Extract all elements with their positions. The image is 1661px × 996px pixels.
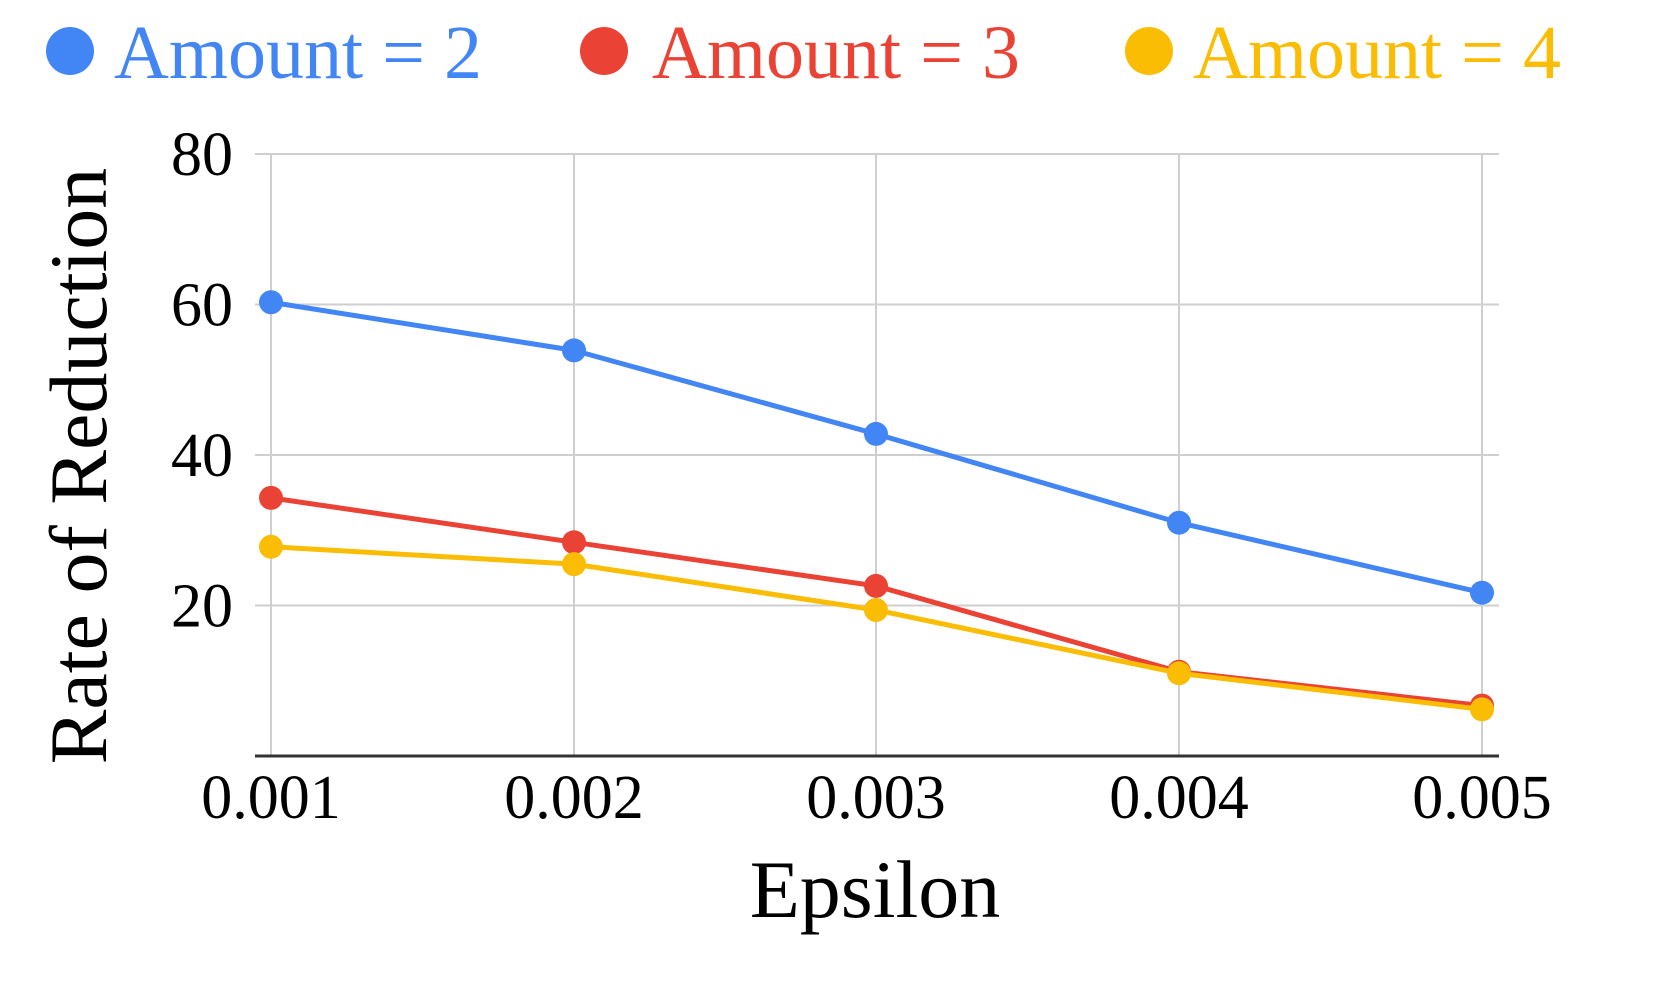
data-point [864, 573, 888, 598]
labels: Epsilon Rate of Reduction 20 40 60 80 0.001 0… [33, 121, 1552, 935]
x-tick-label: 0.005 [1412, 764, 1552, 832]
y-tick-label: 80 [171, 121, 233, 189]
data-point [259, 290, 283, 315]
y-tick-label: 20 [171, 573, 233, 641]
series-group [259, 534, 1494, 722]
legend-item: Amount = 3 [580, 11, 1020, 95]
series-group [259, 290, 1494, 605]
data-point [1470, 697, 1494, 722]
y-tick-label: 60 [171, 272, 233, 340]
x-tick-label: 0.002 [504, 764, 644, 832]
legend-swatch [1125, 27, 1173, 75]
legend-label: Amount = 2 [114, 11, 482, 95]
x-tick-label: 0.001 [201, 764, 341, 832]
legend-swatch [580, 27, 628, 75]
series-layer [259, 290, 1494, 722]
legend-swatch [46, 27, 94, 75]
data-point [562, 552, 586, 577]
y-axis-title: Rate of Reduction [33, 168, 124, 765]
legend-item: Amount = 4 [1125, 11, 1561, 95]
x-tick-label: 0.003 [806, 764, 946, 832]
data-point [864, 421, 888, 446]
legend-item: Amount = 2 [46, 11, 482, 95]
data-point [1470, 580, 1494, 605]
legend-label: Amount = 4 [1193, 11, 1561, 95]
y-tick-label: 40 [171, 422, 233, 490]
legend: Amount = 2 Amount = 3 Amount = 4 [46, 11, 1561, 95]
data-point [562, 338, 586, 363]
data-point [259, 534, 283, 559]
x-tick-label: 0.004 [1109, 764, 1249, 832]
data-point [1167, 661, 1191, 686]
legend-label: Amount = 3 [652, 11, 1020, 95]
data-point [1167, 510, 1191, 535]
data-point [259, 485, 283, 510]
x-axis-title: Epsilon [750, 844, 1001, 935]
data-point [562, 530, 586, 555]
data-point [864, 598, 888, 623]
grid [255, 153, 1499, 756]
